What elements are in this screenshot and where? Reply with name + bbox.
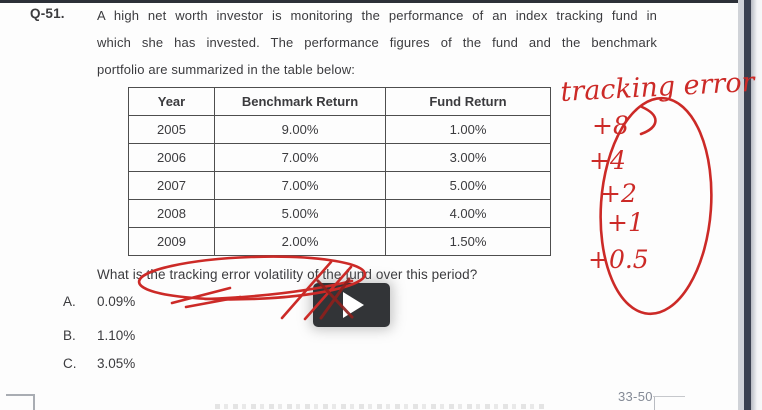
slide-top-border	[0, 0, 744, 3]
table-row: 2008 5.00% 4.00%	[128, 199, 551, 228]
table-cell-benchmark: 5.00%	[214, 199, 386, 228]
slide-right-edge-fade	[751, 0, 762, 410]
table-row: 2009 2.00% 1.50%	[128, 227, 551, 256]
table-cell-benchmark: 2.00%	[214, 227, 386, 256]
table-row: 2006 7.00% 3.00%	[128, 143, 551, 172]
table-cell-benchmark: 9.00%	[214, 115, 386, 144]
option-row-a: A. 0.09%	[63, 294, 183, 310]
values-circle-annotation	[599, 96, 713, 316]
table-cell-fund: 5.00%	[385, 171, 551, 200]
cutoff-text-strip	[215, 404, 545, 409]
handwritten-value: +4	[589, 146, 626, 175]
table-cell-fund: 1.00%	[385, 115, 551, 144]
table-cell-year: 2008	[128, 199, 215, 228]
option-label: A.	[63, 294, 76, 309]
corner-bracket-horizontal	[6, 394, 34, 396]
handwritten-value: +2	[600, 179, 637, 208]
table-cell-year: 2005	[128, 115, 215, 144]
table-cell-benchmark: 7.00%	[214, 171, 386, 200]
ink-loop-stroke	[639, 105, 657, 136]
play-button[interactable]	[313, 283, 390, 327]
option-value: 0.09%	[97, 294, 136, 309]
slide-right-edge-rail	[744, 0, 751, 410]
page-number: 33-50	[618, 389, 653, 404]
table-cell-fund: 1.50%	[385, 227, 551, 256]
table-cell-year: 2007	[128, 171, 215, 200]
question-line-2: which she has invested. The performance …	[97, 35, 657, 50]
table-header-year: Year	[128, 87, 215, 116]
corner-bracket-vertical	[33, 394, 35, 410]
question-line-3: portfolio are summarized in the table be…	[97, 62, 356, 77]
question-line-1: A high net worth investor is monitoring …	[97, 8, 657, 23]
table-row: 2005 9.00% 1.00%	[128, 115, 551, 144]
table-cell-benchmark: 7.00%	[214, 143, 386, 172]
arrow-head-stroke	[184, 295, 242, 309]
option-value: 3.05%	[97, 356, 136, 371]
option-row-c: C. 3.05%	[63, 356, 183, 372]
play-icon	[343, 292, 364, 318]
handwritten-value: +1	[607, 208, 644, 237]
option-row-b: B. 1.10%	[63, 328, 183, 344]
returns-table: Year Benchmark Return Fund Return 2005 9…	[128, 87, 551, 256]
question-prompt: What is the tracking error volatility of…	[97, 267, 478, 282]
table-header-benchmark: Benchmark Return	[214, 87, 386, 116]
table-cell-year: 2006	[128, 143, 215, 172]
table-header-row: Year Benchmark Return Fund Return	[128, 87, 551, 116]
footer-rule-horizontal	[653, 396, 685, 397]
table-cell-year: 2009	[128, 227, 215, 256]
handwritten-value: +8	[592, 111, 629, 140]
table-header-fund: Fund Return	[385, 87, 551, 116]
handwritten-value: +0.5	[588, 245, 649, 274]
option-label: C.	[63, 356, 77, 371]
table-cell-fund: 4.00%	[385, 199, 551, 228]
table-cell-fund: 3.00%	[385, 143, 551, 172]
option-value: 1.10%	[97, 328, 136, 343]
slide-right-edge-light	[738, 0, 744, 410]
table-row: 2007 7.00% 5.00%	[128, 171, 551, 200]
question-number: Q-51.	[30, 6, 65, 21]
option-label: B.	[63, 328, 76, 343]
footer-rule-vertical	[654, 397, 655, 410]
